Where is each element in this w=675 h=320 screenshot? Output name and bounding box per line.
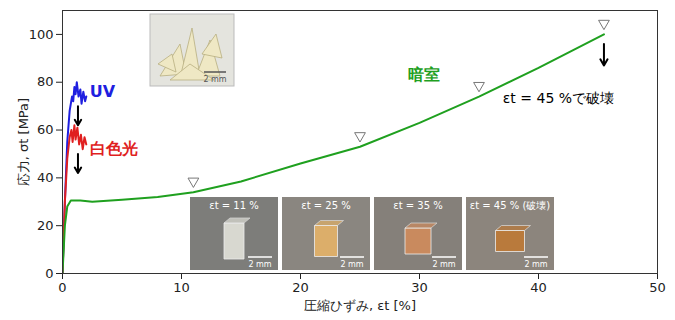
svg-text:2 mm: 2 mm bbox=[248, 260, 271, 269]
svg-text:白色光: 白色光 bbox=[90, 139, 138, 158]
svg-text:2 mm: 2 mm bbox=[432, 260, 455, 269]
svg-text:2 mm: 2 mm bbox=[340, 260, 363, 269]
svg-text:50: 50 bbox=[649, 280, 666, 295]
svg-text:2 mm: 2 mm bbox=[524, 260, 547, 269]
svg-text:暗室: 暗室 bbox=[408, 65, 440, 84]
svg-text:0: 0 bbox=[45, 266, 53, 281]
svg-text:40: 40 bbox=[530, 280, 547, 295]
svg-text:εt = 11 %: εt = 11 % bbox=[209, 200, 258, 211]
svg-text:圧縮ひずみ, εt [%]: 圧縮ひずみ, εt [%] bbox=[304, 298, 416, 313]
svg-text:UV: UV bbox=[90, 82, 116, 101]
svg-text:εt = 25 %: εt = 25 % bbox=[301, 200, 350, 211]
svg-text:εt = 45 %で破壊: εt = 45 %で破壊 bbox=[503, 90, 614, 106]
svg-text:40: 40 bbox=[37, 170, 54, 185]
svg-text:応力, σt [MPa]: 応力, σt [MPa] bbox=[16, 98, 31, 186]
svg-text:2 mm: 2 mm bbox=[203, 75, 226, 84]
svg-text:80: 80 bbox=[37, 74, 54, 89]
svg-text:100: 100 bbox=[29, 27, 54, 42]
svg-text:30: 30 bbox=[411, 280, 428, 295]
svg-text:20: 20 bbox=[37, 218, 54, 233]
svg-text:εt = 35 %: εt = 35 % bbox=[393, 200, 442, 211]
svg-text:εt = 45 % (破壊): εt = 45 % (破壊) bbox=[470, 200, 551, 211]
svg-text:10: 10 bbox=[173, 280, 190, 295]
svg-text:0: 0 bbox=[58, 280, 66, 295]
svg-text:20: 20 bbox=[292, 280, 309, 295]
svg-text:60: 60 bbox=[37, 122, 54, 137]
